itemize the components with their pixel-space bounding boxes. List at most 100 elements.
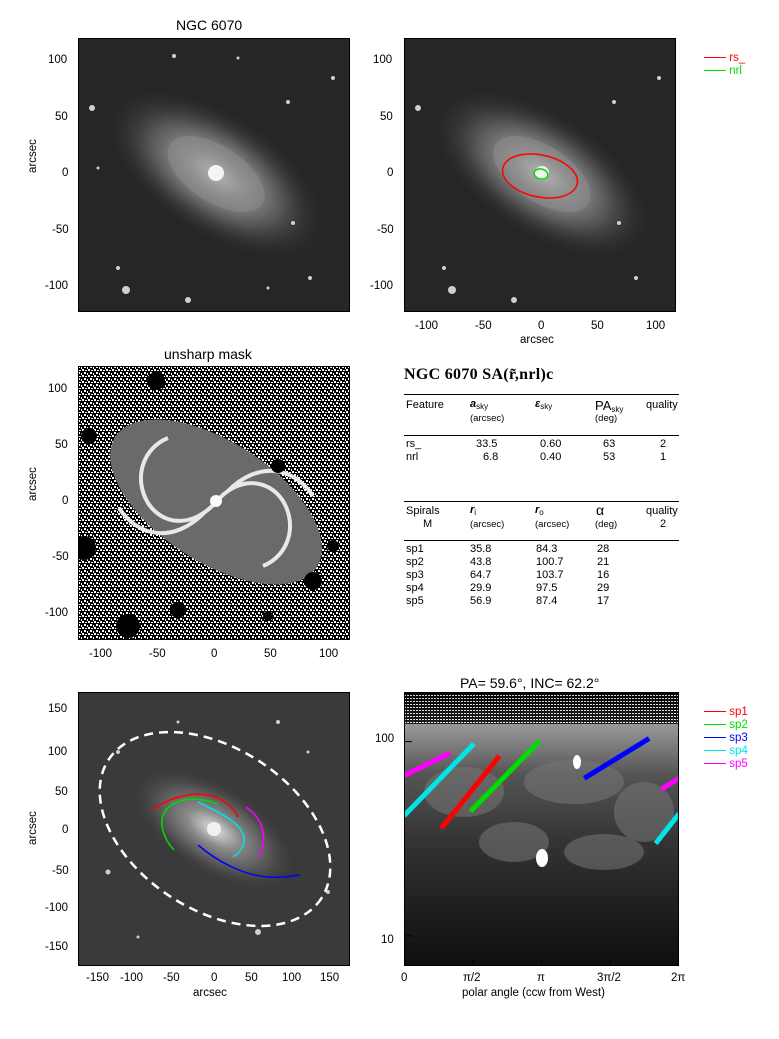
- th-m: M: [423, 518, 433, 530]
- table-rule: [404, 435, 679, 436]
- th-a: asky: [470, 398, 489, 411]
- th-ri: ri: [470, 504, 477, 517]
- spiral-alpha: 16: [597, 569, 610, 581]
- sp2-fit-line: [468, 739, 542, 814]
- feature-name: rs_: [406, 438, 422, 450]
- feature-a: 33.5: [476, 438, 498, 450]
- panel1-ytick: 100: [48, 54, 68, 66]
- panel4-ytick: 100: [48, 746, 68, 758]
- panel1-image: [78, 38, 350, 312]
- legend-rs-label: rs_: [729, 52, 746, 64]
- legend-sp2: sp2: [704, 719, 748, 731]
- legend-nrl: nrl: [704, 65, 742, 77]
- rs-ellipse: [501, 153, 579, 199]
- sp5-fit-line: [660, 776, 679, 792]
- legend-rs: rs_: [704, 52, 745, 64]
- th-ro-unit: (arcsec): [535, 519, 570, 530]
- sp5-fit-line: [404, 750, 452, 778]
- table-rule: [404, 394, 679, 395]
- table-rule: [404, 540, 679, 541]
- panel1-ytick: -100: [45, 280, 69, 292]
- legend-sp4-label: sp4: [729, 745, 748, 757]
- panel4-xtick: 50: [245, 972, 258, 984]
- legend-sp2-label: sp2: [729, 719, 748, 731]
- panel4-xtick: -50: [163, 972, 180, 984]
- spiral-ro: 87.4: [536, 595, 558, 607]
- nrl-ellipse: [533, 168, 549, 180]
- spiral-name: sp3: [406, 569, 424, 581]
- panel4-xtick: -150: [86, 972, 110, 984]
- panel4-ytick: 0: [62, 824, 69, 836]
- panel5-plot: [404, 692, 679, 966]
- sp4-fit-line: [404, 741, 476, 818]
- panel5-title: PA= 59.6°, INC= 62.2°: [460, 675, 600, 691]
- table-title: NGC 6070 SA(r̃,nrl)c: [404, 366, 554, 383]
- panel3-xtick: 50: [264, 648, 277, 660]
- panel1-ytick: -50: [52, 224, 69, 236]
- feature-eps: 0.40: [540, 451, 562, 463]
- panel4-xtick: 150: [320, 972, 340, 984]
- legend-sp3-label: sp3: [729, 732, 748, 744]
- feature-pa: 53: [603, 451, 616, 463]
- th-ro: ro: [535, 504, 544, 517]
- legend-sp3: sp3: [704, 732, 748, 744]
- legend-nrl-label: nrl: [729, 65, 742, 77]
- panel3-ytick: 100: [48, 383, 68, 395]
- legend-sp5-label: sp5: [729, 758, 748, 770]
- legend-sp4: sp4: [704, 745, 748, 757]
- panel4-xlabel: arcsec: [193, 987, 227, 999]
- th-spirals: Spirals: [406, 505, 440, 517]
- sp1-fit-line: [439, 754, 502, 830]
- panel2-ytick: -50: [377, 224, 394, 236]
- panel1-ytick: 0: [62, 167, 69, 179]
- panel3-ylabel: arcsec: [26, 467, 39, 501]
- spiral-ri: 29.9: [470, 582, 492, 594]
- th-pa-unit: (deg): [595, 413, 618, 424]
- panel2-ytick: 50: [380, 111, 393, 123]
- sp1-arc: [151, 793, 239, 818]
- spiral-name: sp4: [406, 582, 424, 594]
- spiral-ri: 64.7: [470, 569, 492, 581]
- outer-dashed-ellipse: [98, 730, 332, 928]
- panel2-ytick: -100: [370, 280, 394, 292]
- feature-eps: 0.60: [540, 438, 562, 450]
- spiral-alpha: 17: [597, 595, 610, 607]
- panel2-xtick: 50: [591, 320, 604, 332]
- feature-quality: 2: [660, 438, 667, 450]
- panel4-ytick: -100: [45, 902, 69, 914]
- legend-sp1: sp1: [704, 706, 748, 718]
- spiral-alpha: 29: [597, 582, 610, 594]
- panel2-xtick: 0: [538, 320, 545, 332]
- legend-sp5: sp5: [704, 758, 748, 770]
- table-rule: [404, 501, 679, 502]
- spiral-ro: 97.5: [536, 582, 558, 594]
- panel2-xlabel: arcsec: [520, 334, 554, 346]
- th-alpha-unit: (deg): [595, 519, 618, 530]
- panel3-title: unsharp mask: [164, 346, 252, 362]
- panel5-ytick: 10: [381, 934, 394, 946]
- th-a-unit: (arcsec): [470, 413, 505, 424]
- panel4-xtick: -100: [120, 972, 144, 984]
- panel2-ytick: 0: [387, 167, 394, 179]
- panel1-title: NGC 6070: [176, 17, 243, 33]
- spiral-ro: 84.3: [536, 543, 558, 555]
- th-pa: PAsky: [595, 398, 624, 414]
- sp3-fit-line: [582, 736, 651, 781]
- spiral-ri: 56.9: [470, 595, 492, 607]
- panel3-image: [78, 366, 350, 640]
- panel5-xtick: π: [537, 972, 545, 984]
- panel1-ylabel: arcsec: [26, 139, 39, 173]
- spiral-ro: 100.7: [536, 556, 564, 568]
- spiral-ri: 43.8: [470, 556, 492, 568]
- feature-quality: 1: [660, 451, 667, 463]
- panel2-ytick: 100: [373, 54, 393, 66]
- th-eps: εsky: [535, 398, 553, 411]
- panel4-ylabel: arcsec: [26, 811, 39, 845]
- th-quality: quality: [646, 399, 678, 411]
- panel5-ytick: 100: [375, 733, 395, 745]
- panel2-xtick: -50: [475, 320, 492, 332]
- th-spiral-quality-val: 2: [660, 518, 667, 530]
- sp5-arc: [245, 806, 265, 858]
- panel4-image: [78, 692, 350, 966]
